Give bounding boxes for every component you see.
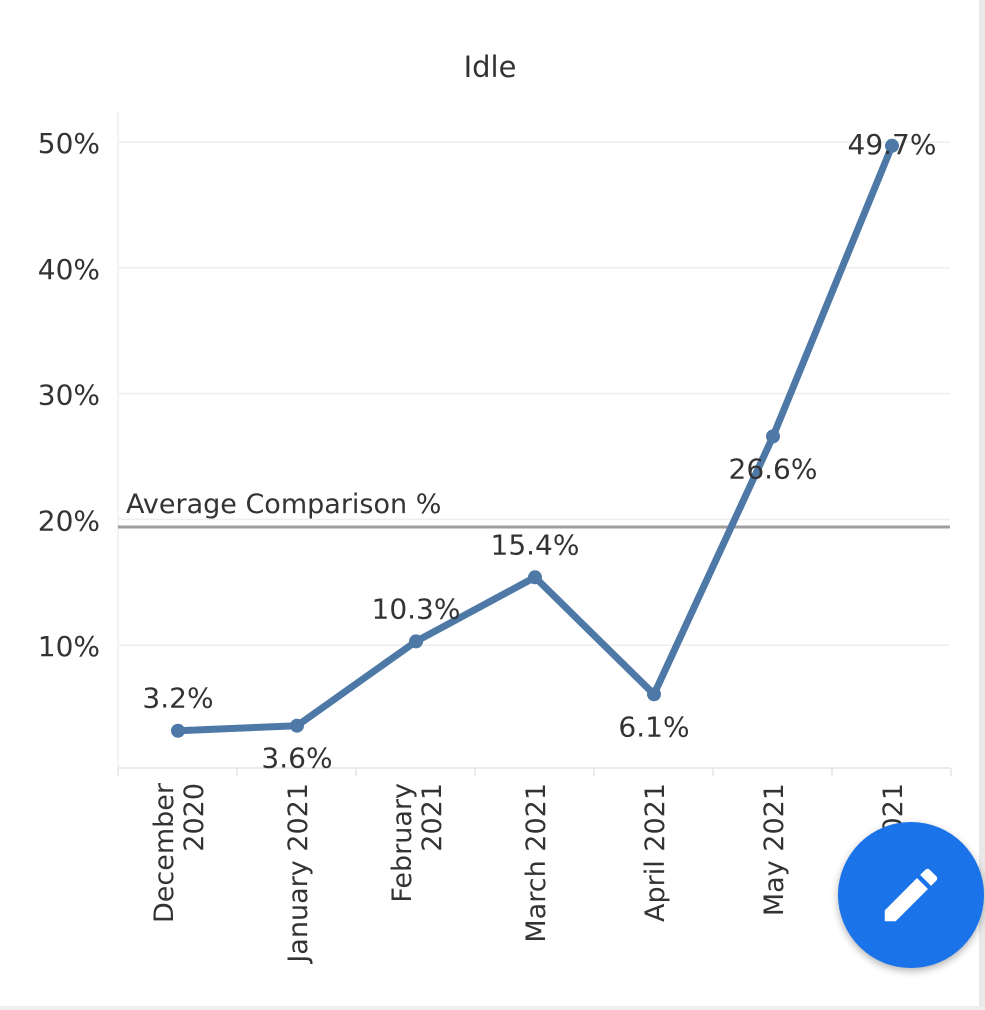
y-tick-label: 30% [38, 379, 100, 412]
data-label: 26.6% [729, 452, 818, 485]
data-label: 3.2% [142, 682, 213, 715]
data-label: 10.3% [372, 592, 461, 625]
x-tick-label: December [149, 782, 180, 923]
x-tick-label: 2020 [179, 783, 210, 852]
data-label: 6.1% [618, 710, 689, 743]
y-tick-label: 20% [38, 504, 100, 537]
x-tick-label: March 2021 [521, 783, 552, 943]
y-tick-label: 10% [38, 630, 100, 663]
scrollbar-track [979, 0, 985, 1010]
x-tick-label: 2021 [417, 783, 448, 852]
data-label: 15.4% [491, 528, 580, 561]
y-tick-label: 40% [38, 253, 100, 286]
data-point [885, 138, 899, 153]
data-label: 49.7% [848, 128, 937, 161]
data-point [647, 687, 661, 702]
series-line [174, 142, 896, 735]
pencil-icon [884, 868, 938, 922]
data-point [171, 723, 185, 738]
chart-title: Idle [464, 50, 517, 84]
data-point [409, 634, 423, 649]
bottom-border [0, 1006, 985, 1010]
data-label: 3.6% [261, 742, 332, 775]
x-tick-label: January 2021 [283, 783, 314, 965]
x-tick-label: February [387, 783, 418, 903]
y-tick-label: 50% [38, 127, 100, 160]
reference-line-label: Average Comparison % [126, 489, 441, 520]
data-point [528, 570, 542, 585]
x-tick-label: April 2021 [640, 783, 671, 922]
data-point [290, 718, 304, 733]
data-point [766, 429, 780, 444]
edit-button[interactable] [838, 822, 984, 968]
x-tick-label: May 2021 [759, 783, 790, 916]
